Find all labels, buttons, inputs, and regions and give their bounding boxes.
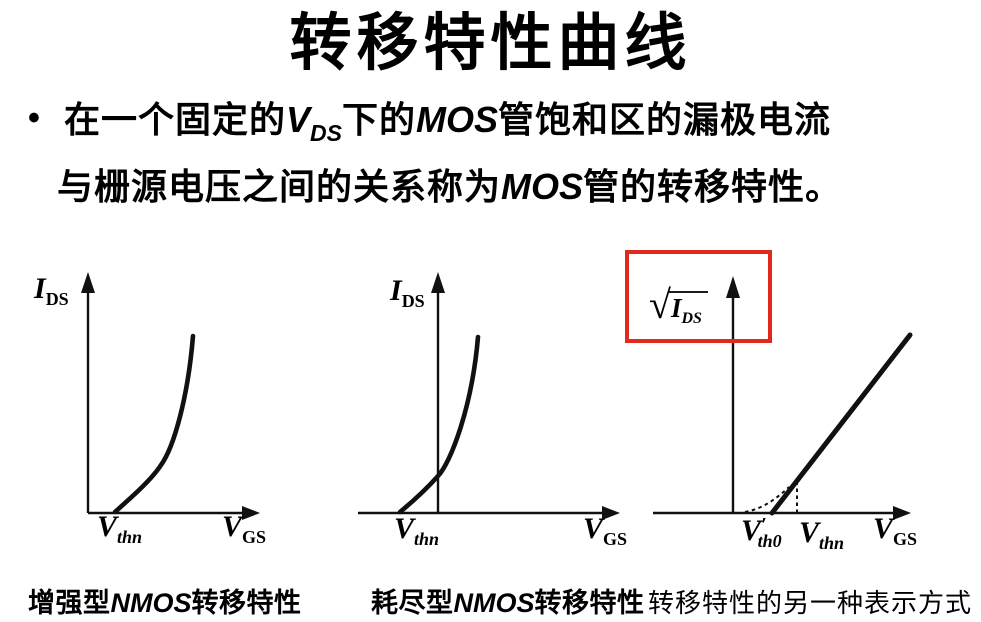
text-segment: 下的 (341, 99, 416, 140)
radical-sign: √ (649, 282, 671, 327)
threshold-label-2: Vthn (394, 512, 440, 549)
bullet-text-line-2: 与栅源电压之间的关系称为MOS管的转移特性。 (57, 164, 842, 209)
radicand: IDS (667, 291, 708, 327)
caption-depletion: 耗尽型NMOS转移特性 (371, 588, 645, 618)
mos-label: MOS (501, 166, 584, 207)
bullet-text-line-1: 在一个固定的VDS下的MOS管饱和区的漏极电流 (64, 97, 832, 145)
x-axis-label-3: VGS (873, 512, 918, 549)
sqrt-ids-line (769, 332, 913, 516)
ids-curve (397, 334, 481, 515)
x-axis-arrow-icon (602, 506, 620, 520)
highlight-box (625, 250, 772, 343)
x-axis-arrow-icon (242, 506, 260, 520)
text-segment: 在一个固定的 (64, 99, 287, 140)
text-segment: 管饱和区的漏极电流 (498, 99, 832, 140)
y-axis-arrow-icon (431, 272, 445, 293)
depletion-transfer-plot (358, 272, 620, 520)
bullet-marker: • (28, 99, 40, 137)
text-segment: 与栅源电压之间的关系称为 (57, 166, 502, 207)
caption-sqrt: 转移特性的另一种表示方式 (648, 589, 973, 618)
caption-enhancement: 增强型NMOS转移特性 (28, 588, 302, 618)
enhancement-transfer-plot (81, 272, 260, 520)
vth0-label: V′th0 (741, 514, 782, 551)
threshold-label-1: Vthn (97, 510, 143, 547)
x-axis-label-1: VGS (222, 510, 267, 547)
vds-formula: VDS (286, 99, 342, 145)
mos-label: MOS (416, 99, 499, 140)
nmos-label: NMOS (110, 588, 192, 618)
sqrt-ids-label: √IDS (649, 280, 708, 327)
y-axis-arrow-icon (81, 272, 95, 293)
subthreshold-dashed-curve (744, 486, 790, 513)
slide-title: 转移特性曲线 (289, 10, 692, 78)
text-segment: 管的转移特性。 (583, 166, 843, 207)
x-axis-arrow-icon (893, 506, 911, 520)
vds-subscript: DS (310, 120, 342, 146)
ids-curve (112, 333, 196, 515)
vds-main: V (286, 99, 311, 140)
y-axis-label-2: IDS (390, 274, 425, 311)
x-axis-label-2: VGS (583, 512, 628, 549)
sqrt-transfer-plot (653, 276, 913, 520)
threshold-label-3: Vthn (799, 516, 845, 553)
y-axis-arrow-icon (726, 276, 740, 298)
nmos-label: NMOS (453, 588, 535, 618)
y-axis-label-1: IDS (34, 272, 69, 309)
